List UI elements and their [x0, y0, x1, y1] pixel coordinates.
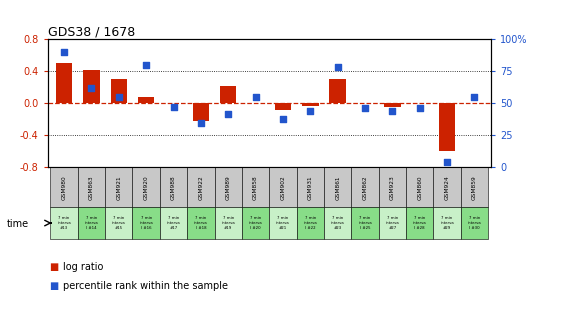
Text: GSM922: GSM922	[199, 175, 204, 200]
Point	[196, 120, 205, 125]
Bar	[302, 103, 319, 106]
Text: 7 min
interva
l #28: 7 min interva l #28	[413, 216, 426, 230]
Bar	[214, 167, 242, 207]
Text: 7 min
interva
l #25: 7 min interva l #25	[358, 216, 372, 230]
Point	[59, 49, 68, 55]
Text: GSM921: GSM921	[116, 175, 121, 200]
Bar	[406, 207, 434, 239]
Text: GSM859: GSM859	[472, 175, 477, 200]
Text: 7 min
interva
#23: 7 min interva #23	[331, 216, 344, 230]
Point	[142, 62, 151, 67]
Text: 7 min
interva
l #18: 7 min interva l #18	[194, 216, 208, 230]
Text: GDS38 / 1678: GDS38 / 1678	[48, 25, 135, 38]
Point	[278, 116, 287, 121]
Bar	[187, 207, 214, 239]
Bar	[434, 207, 461, 239]
Bar	[78, 207, 105, 239]
Bar	[439, 103, 456, 151]
Bar	[50, 167, 78, 207]
Bar	[324, 167, 351, 207]
Text: 7 min
interva
l #14: 7 min interva l #14	[85, 216, 98, 230]
Bar	[192, 103, 209, 121]
Text: GSM989: GSM989	[226, 175, 231, 200]
Text: 7 min
interva
#17: 7 min interva #17	[167, 216, 181, 230]
Point	[388, 109, 397, 114]
Bar	[78, 167, 105, 207]
Bar	[461, 207, 488, 239]
Point	[114, 94, 123, 99]
Point	[87, 85, 96, 91]
Point	[251, 94, 260, 99]
Text: log ratio: log ratio	[63, 262, 103, 271]
Text: 7 min
interva
l #20: 7 min interva l #20	[249, 216, 263, 230]
Bar	[220, 86, 236, 103]
Bar	[379, 167, 406, 207]
Bar	[160, 167, 187, 207]
Bar	[105, 167, 132, 207]
Bar	[384, 103, 401, 107]
Point	[333, 65, 342, 70]
Text: 7 min
interva
#21: 7 min interva #21	[276, 216, 290, 230]
Bar	[275, 103, 291, 110]
Bar	[242, 207, 269, 239]
Bar	[187, 167, 214, 207]
Bar	[138, 97, 154, 103]
Bar	[56, 63, 72, 103]
Bar	[214, 207, 242, 239]
Text: ■: ■	[49, 262, 58, 271]
Text: 7 min
interva
l #16: 7 min interva l #16	[139, 216, 153, 230]
Text: 7 min
interva
#29: 7 min interva #29	[440, 216, 454, 230]
Text: 7 min
interva
l #22: 7 min interva l #22	[304, 216, 317, 230]
Bar	[242, 167, 269, 207]
Bar	[269, 167, 297, 207]
Text: GSM920: GSM920	[144, 175, 149, 200]
Text: 7 min
interva
#27: 7 min interva #27	[385, 216, 399, 230]
Text: 7 min
interva
#13: 7 min interva #13	[57, 216, 71, 230]
Text: GSM861: GSM861	[335, 175, 340, 200]
Point	[470, 94, 479, 99]
Point	[415, 106, 424, 111]
Text: GSM860: GSM860	[417, 175, 422, 200]
Bar	[160, 207, 187, 239]
Text: GSM980: GSM980	[62, 175, 67, 200]
Point	[361, 106, 370, 111]
Text: GSM858: GSM858	[253, 175, 258, 200]
Bar	[269, 207, 297, 239]
Bar	[329, 79, 346, 103]
Text: GSM863: GSM863	[89, 175, 94, 200]
Bar	[105, 207, 132, 239]
Bar	[83, 70, 100, 103]
Text: GSM931: GSM931	[308, 175, 313, 200]
Text: ■: ■	[49, 281, 58, 291]
Text: GSM923: GSM923	[390, 175, 395, 200]
Point	[224, 111, 233, 116]
Text: GSM862: GSM862	[362, 175, 367, 200]
Bar	[297, 207, 324, 239]
Bar	[461, 167, 488, 207]
Text: 7 min
interva
#19: 7 min interva #19	[222, 216, 235, 230]
Text: GSM924: GSM924	[445, 175, 449, 200]
Bar	[434, 167, 461, 207]
Bar	[351, 207, 379, 239]
Text: 7 min
interva
l #30: 7 min interva l #30	[467, 216, 481, 230]
Bar	[132, 207, 160, 239]
Bar	[324, 207, 351, 239]
Bar	[406, 167, 434, 207]
Text: GSM902: GSM902	[280, 175, 286, 200]
Point	[443, 160, 452, 165]
Text: 7 min
interva
#15: 7 min interva #15	[112, 216, 126, 230]
Text: time: time	[7, 219, 29, 229]
Bar	[379, 207, 406, 239]
Bar	[111, 79, 127, 103]
Point	[169, 105, 178, 110]
Text: GSM988: GSM988	[171, 175, 176, 200]
Bar	[132, 167, 160, 207]
Text: percentile rank within the sample: percentile rank within the sample	[63, 281, 228, 291]
Bar	[50, 207, 78, 239]
Bar	[351, 167, 379, 207]
Point	[306, 109, 315, 114]
Bar	[297, 167, 324, 207]
